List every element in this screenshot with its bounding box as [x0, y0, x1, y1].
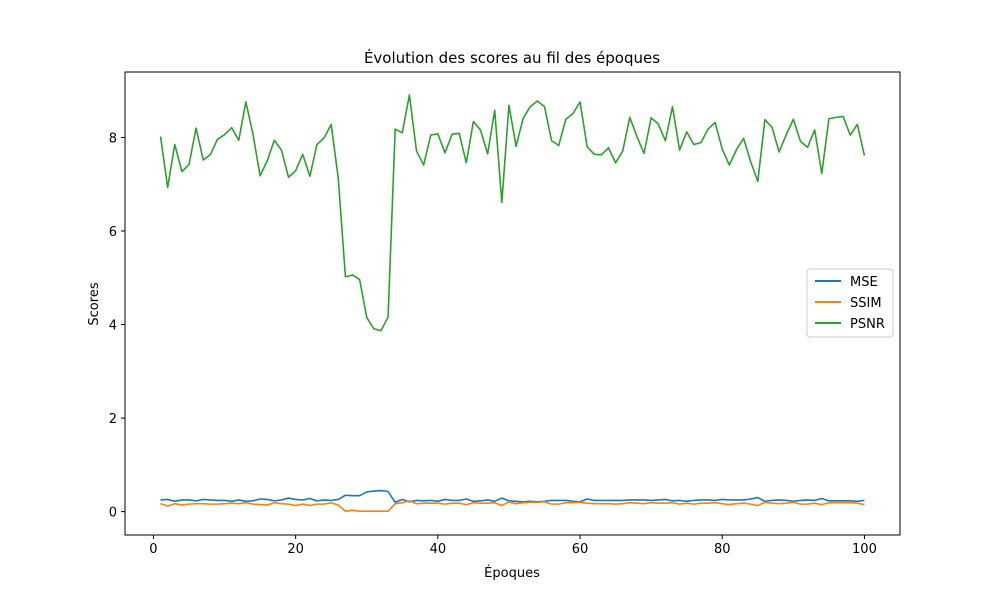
- plot-frame: [124, 71, 901, 536]
- legend-label-mse: MSE: [850, 275, 878, 290]
- legend-label-psnr: PSNR: [850, 317, 885, 332]
- x-tick-label: 40: [430, 542, 447, 557]
- y-tick-label: 6: [109, 225, 117, 240]
- axes-layer: 0 20 40 60 80 100 0 2 4 6 8: [109, 71, 901, 557]
- legend-label-ssim: SSIM: [850, 296, 882, 311]
- y-tick-label: 2: [109, 412, 117, 427]
- x-tick-label: 80: [714, 542, 731, 557]
- series-line-psnr: [159, 94, 866, 332]
- x-tick-label: 20: [287, 542, 304, 557]
- legend-box: [806, 268, 894, 338]
- series-layer: [159, 94, 866, 512]
- x-tick-label: 100: [852, 542, 877, 557]
- chart-title: Évolution des scores au fil des époques: [364, 48, 660, 67]
- legend: MSE SSIM PSNR: [806, 268, 894, 338]
- series-line-ssim: [160, 500, 865, 512]
- y-axis-label: Scores: [87, 282, 102, 325]
- x-tick-label: 0: [149, 542, 157, 557]
- x-axis-label: Époques: [484, 565, 540, 581]
- y-tick-label: 0: [109, 506, 117, 521]
- x-tick-label: 60: [572, 542, 589, 557]
- series-line-mse: [160, 489, 865, 504]
- y-tick-label: 8: [109, 131, 117, 146]
- y-tick-label: 4: [109, 319, 117, 334]
